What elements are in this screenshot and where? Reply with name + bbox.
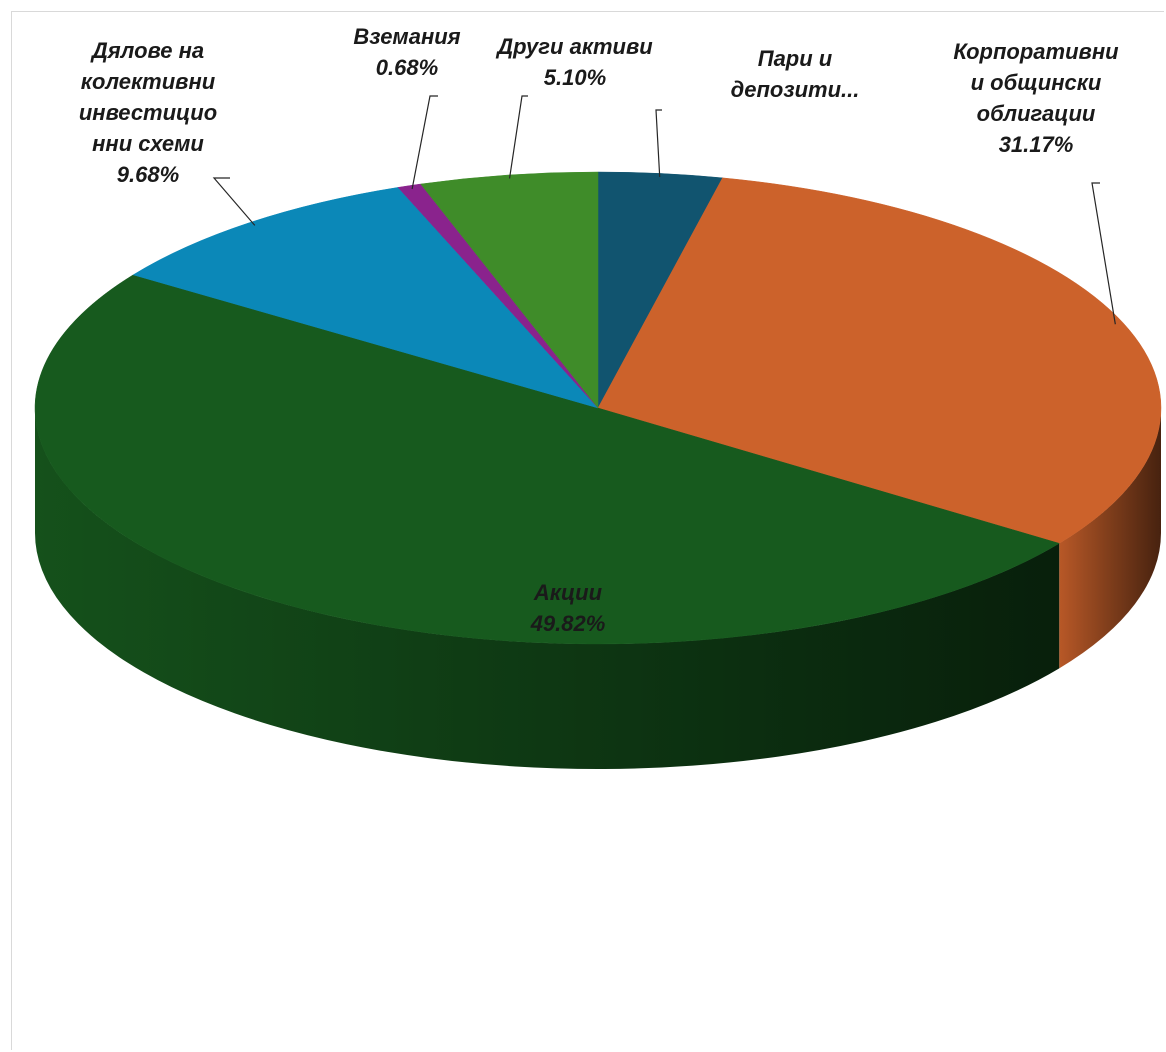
slice-value-label-3: 9.68% — [117, 162, 179, 187]
pie-slice-3 — [132, 187, 599, 409]
pie-slice-1 — [597, 177, 1162, 544]
slice-value-label-2: 49.82% — [530, 611, 606, 636]
pie-slice-5 — [420, 171, 599, 409]
slice-category-label-0: депозити... — [731, 77, 860, 102]
slice-value-label-1: 31.17% — [999, 132, 1074, 157]
slice-category-label-1: и общински — [971, 70, 1102, 95]
leader-line-4 — [411, 95, 438, 190]
pie-sides — [35, 408, 1161, 769]
pie-tops — [34, 171, 1162, 645]
slice-category-label-0: Пари и — [758, 46, 833, 71]
slice-value-label-4: 0.68% — [376, 55, 438, 80]
slice-value-label-5: 5.10% — [544, 65, 606, 90]
leader-lines — [212, 95, 1116, 325]
pie-side-1 — [1059, 408, 1161, 669]
slice-category-label-3: Дялове на — [90, 38, 204, 63]
leader-line-5 — [508, 95, 528, 179]
leader-line-0 — [655, 109, 662, 178]
chart-area — [11, 11, 1164, 1050]
leader-line-1 — [1091, 182, 1116, 325]
slice-category-label-1: Корпоративни — [953, 39, 1119, 64]
slice-category-label-3: инвестицио — [79, 100, 217, 125]
slice-category-label-2: Акции — [533, 580, 603, 605]
leader-line-3 — [212, 177, 256, 226]
data-labels: Пари и депозити... Корпоративни и общински о… — [79, 24, 1119, 636]
slice-category-label-1: облигации — [977, 101, 1096, 126]
slice-category-label-3: колективни — [81, 69, 216, 94]
slice-category-label-3: нни схеми — [92, 131, 204, 156]
slice-category-label-4: Вземания — [353, 24, 460, 49]
slice-category-label-5: Други активи — [495, 34, 653, 59]
pie-side-2 — [35, 408, 1060, 769]
pie-slice-2 — [34, 274, 1060, 645]
